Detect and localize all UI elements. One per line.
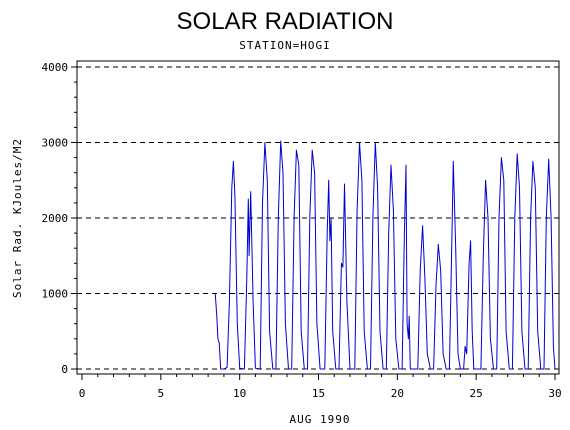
x-tick-label-0: 0 — [79, 387, 86, 400]
y-axis-label: Solar Rad. KJoules/M2 — [11, 138, 24, 298]
y-tick-label-1000: 1000 — [42, 288, 69, 301]
y-tick-label-4000: 4000 — [42, 61, 69, 74]
y-tick-label-2000: 2000 — [42, 212, 69, 225]
y-tick-label-3000: 3000 — [42, 137, 69, 150]
x-tick-label-15: 15 — [312, 387, 325, 400]
axis-ticks — [71, 66, 556, 380]
chart-subtitle: STATION=HOGI — [239, 39, 330, 52]
tick-labels: 0 1000 2000 3000 4000 0 5 10 15 20 25 30 — [42, 61, 562, 400]
x-axis-label: AUG 1990 — [290, 413, 351, 426]
y-tick-label-0: 0 — [61, 363, 68, 376]
chart-title: SOLAR RADIATION — [177, 8, 394, 35]
x-tick-label-5: 5 — [158, 387, 165, 400]
x-tick-label-25: 25 — [470, 387, 483, 400]
series-layer — [214, 140, 556, 370]
x-tick-label-30: 30 — [548, 387, 561, 400]
x-tick-label-10: 10 — [233, 387, 246, 400]
series-line-0 — [214, 140, 556, 370]
x-tick-label-20: 20 — [391, 387, 404, 400]
grid-lines — [77, 66, 559, 370]
